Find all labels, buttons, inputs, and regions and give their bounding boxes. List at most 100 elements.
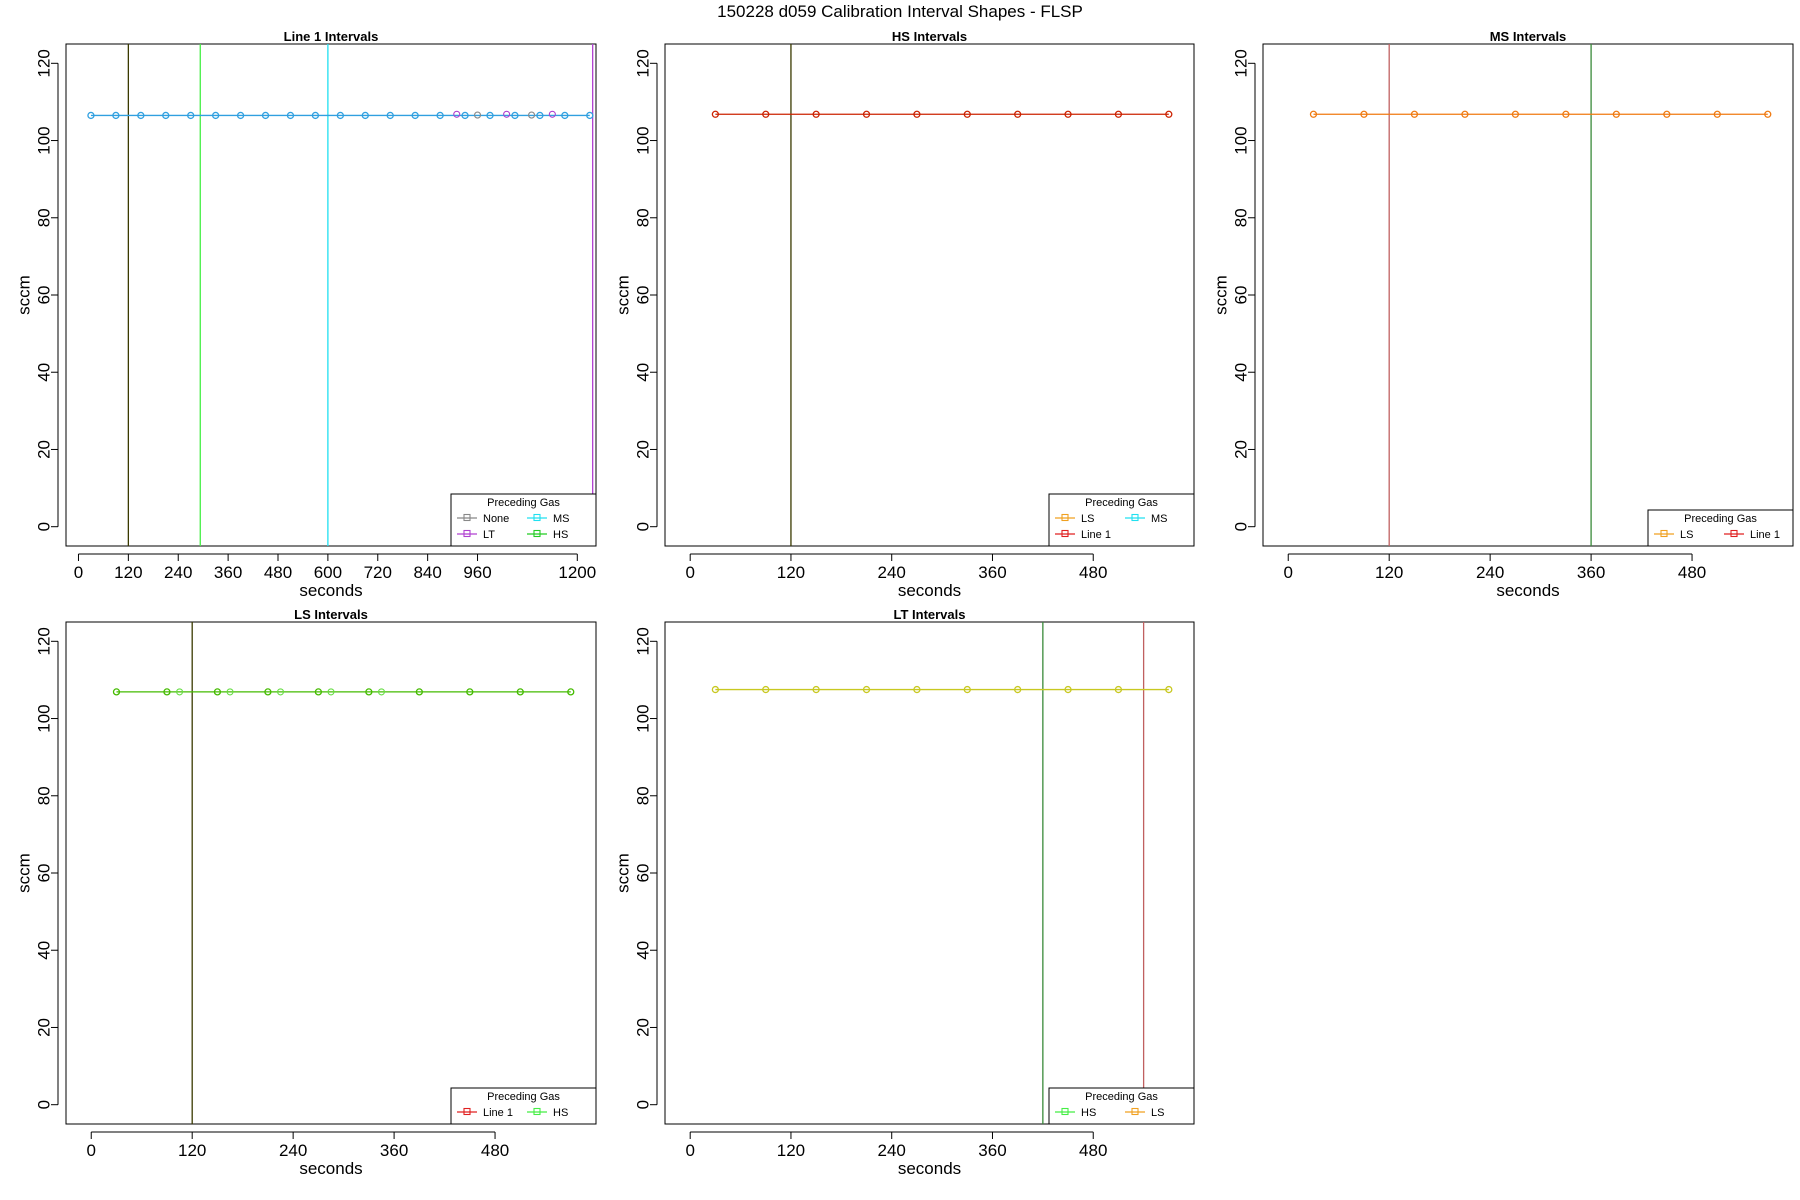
data-point xyxy=(466,688,474,696)
y-tick-label: 20 xyxy=(1232,440,1251,459)
data-point xyxy=(264,688,272,696)
data-point xyxy=(1461,110,1469,118)
panel-2: HS Intervals 0 120 240 360 480 seconds 0 20 40 60 8… xyxy=(614,29,1195,600)
data-point xyxy=(1309,110,1318,118)
x-tick-label: 120 xyxy=(1375,563,1403,582)
y-tick-label: 60 xyxy=(634,864,653,883)
plot-frame xyxy=(65,43,597,547)
y-tick-label: 120 xyxy=(35,49,54,77)
data-point xyxy=(486,111,494,120)
x-axis-title: seconds xyxy=(1496,581,1559,600)
data-point xyxy=(226,688,234,696)
y-tick-label: 100 xyxy=(634,704,653,732)
y-tick-label: 40 xyxy=(634,941,653,960)
panel-title: MS Intervals xyxy=(1490,29,1567,44)
y-tick-label: 0 xyxy=(35,1100,54,1109)
x-tick-label: 840 xyxy=(413,563,441,582)
data-point xyxy=(163,688,171,696)
legend: Preceding Gas Line 1 HS xyxy=(450,1087,597,1125)
legend-box xyxy=(1647,509,1794,547)
data-point xyxy=(176,688,184,696)
legend-entry-label: Line 1 xyxy=(1081,529,1111,541)
x-tick-label: 0 xyxy=(685,563,694,582)
data-point xyxy=(1064,110,1072,118)
data-point xyxy=(963,110,971,118)
data-point xyxy=(327,688,335,696)
x-tick-label: 360 xyxy=(978,563,1006,582)
data-point xyxy=(336,111,345,120)
data-point xyxy=(1663,110,1671,118)
data-point xyxy=(461,111,469,120)
legend-swatch-marker xyxy=(1131,513,1139,522)
y-tick-label: 0 xyxy=(1232,522,1251,531)
legend-entry-label: Line 1 xyxy=(483,1107,513,1119)
legend-entry-label: Line 1 xyxy=(1750,529,1780,541)
legend-swatch-marker xyxy=(463,1107,471,1116)
x-axis-title: seconds xyxy=(898,1159,961,1178)
data-point xyxy=(1360,110,1368,118)
x-tick-label: 360 xyxy=(1577,563,1605,582)
data-point xyxy=(415,688,423,696)
data-point xyxy=(162,111,170,120)
x-tick-label: 120 xyxy=(178,1141,206,1160)
legend: Preceding Gas LS Line 1 xyxy=(1647,509,1794,547)
x-axis-title: seconds xyxy=(898,581,961,600)
y-tick-label: 100 xyxy=(35,704,54,732)
legend-entry-label: MS xyxy=(553,513,570,525)
x-tick-label: 1200 xyxy=(558,563,596,582)
y-tick-label: 80 xyxy=(634,208,653,227)
x-tick-label: 240 xyxy=(878,563,906,582)
legend-entry-label: None xyxy=(483,513,509,525)
data-point xyxy=(386,111,394,120)
y-tick-label: 40 xyxy=(35,363,54,382)
x-tick-label: 360 xyxy=(214,563,242,582)
y-tick-label: 60 xyxy=(634,286,653,305)
y-tick-label: 60 xyxy=(35,864,54,883)
legend-title: Preceding Gas xyxy=(1684,513,1757,525)
y-tick-label: 100 xyxy=(1232,126,1251,154)
data-point xyxy=(112,111,120,120)
legend-swatch-marker xyxy=(463,529,471,538)
x-tick-label: 120 xyxy=(777,1141,805,1160)
data-point xyxy=(511,111,519,120)
x-tick-label: 360 xyxy=(380,1141,408,1160)
legend-title: Preceding Gas xyxy=(1085,1091,1158,1103)
data-point xyxy=(913,110,921,118)
data-point xyxy=(1410,110,1419,118)
data-point xyxy=(112,688,121,696)
data-point xyxy=(236,111,245,120)
data-point xyxy=(1064,685,1072,694)
legend-box xyxy=(1048,1087,1195,1125)
y-axis-title: sccm xyxy=(1212,275,1231,315)
panel-3: MS Intervals 0 120 240 360 480 seconds 0 20 40 60 8… xyxy=(1212,29,1794,600)
data-point xyxy=(473,111,482,119)
data-point xyxy=(516,688,524,696)
x-tick-label: 480 xyxy=(1079,1141,1107,1160)
y-tick-label: 60 xyxy=(35,286,54,305)
panel-title: LS Intervals xyxy=(294,607,368,622)
y-tick-label: 20 xyxy=(35,440,54,459)
data-point xyxy=(1114,685,1123,694)
data-point xyxy=(1165,110,1173,118)
data-point xyxy=(1713,110,1721,118)
legend-entry-label: LS xyxy=(1151,1107,1164,1119)
page-title: 150228 d059 Calibration Interval Shapes … xyxy=(717,2,1083,21)
panel-title: Line 1 Intervals xyxy=(284,29,379,44)
y-tick-label: 120 xyxy=(634,49,653,77)
legend-entry-label: HS xyxy=(1081,1107,1096,1119)
y-axis-title: sccm xyxy=(614,275,633,315)
x-tick-label: 240 xyxy=(164,563,192,582)
y-tick-label: 60 xyxy=(1232,286,1251,305)
legend: Preceding Gas LS MS Line 1 xyxy=(1048,493,1195,547)
y-tick-label: 20 xyxy=(35,1018,54,1037)
plot-frame xyxy=(664,43,1195,547)
data-point xyxy=(561,111,569,120)
y-axis-title: sccm xyxy=(15,275,34,315)
y-tick-label: 120 xyxy=(634,627,653,655)
data-point xyxy=(361,111,369,120)
panel-title: HS Intervals xyxy=(892,29,967,44)
x-tick-label: 240 xyxy=(279,1141,307,1160)
y-tick-label: 40 xyxy=(35,941,54,960)
x-tick-label: 480 xyxy=(481,1141,509,1160)
